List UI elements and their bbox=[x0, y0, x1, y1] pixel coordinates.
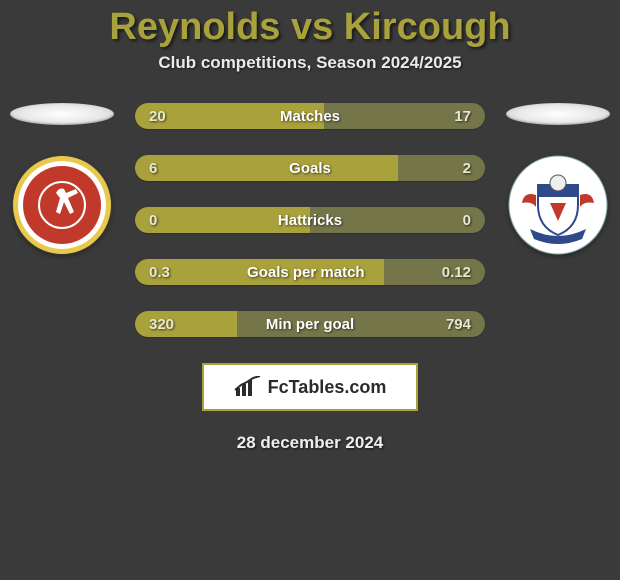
stat-right-value: 0.12 bbox=[442, 264, 471, 281]
right-side bbox=[503, 103, 613, 255]
stat-bar-labels: 20 Matches 17 bbox=[135, 103, 485, 129]
stat-right-value: 794 bbox=[446, 316, 471, 333]
stat-bar: 0 Hattricks 0 bbox=[135, 207, 485, 233]
stat-left-value: 0 bbox=[149, 212, 157, 229]
date-label: 28 december 2024 bbox=[0, 433, 620, 453]
stat-label: Goals bbox=[289, 160, 331, 177]
left-club-emblem bbox=[12, 155, 112, 255]
stat-bar-labels: 6 Goals 2 bbox=[135, 155, 485, 181]
subtitle: Club competitions, Season 2024/2025 bbox=[0, 53, 620, 73]
stat-bar: 6 Goals 2 bbox=[135, 155, 485, 181]
stat-label: Min per goal bbox=[266, 316, 354, 333]
stat-left-value: 0.3 bbox=[149, 264, 170, 281]
stat-bar: 20 Matches 17 bbox=[135, 103, 485, 129]
stat-bar-labels: 0.3 Goals per match 0.12 bbox=[135, 259, 485, 285]
stat-right-value: 2 bbox=[463, 160, 471, 177]
stat-right-value: 0 bbox=[463, 212, 471, 229]
stat-right-value: 17 bbox=[454, 108, 471, 125]
brand-chart-icon bbox=[234, 376, 262, 398]
stat-label: Hattricks bbox=[278, 212, 342, 229]
stat-left-value: 320 bbox=[149, 316, 174, 333]
stat-label: Goals per match bbox=[247, 264, 365, 281]
stats-bars: 20Matches176Goals20Hattricks00.3Goals pe… bbox=[135, 103, 485, 337]
stat-bar-labels: 320 Min per goal 794 bbox=[135, 311, 485, 337]
stat-bar-labels: 0 Hattricks 0 bbox=[135, 207, 485, 233]
left-side bbox=[7, 103, 117, 255]
brand-label: FcTables.com bbox=[268, 377, 387, 398]
stat-left-value: 6 bbox=[149, 160, 157, 177]
right-club-logo bbox=[508, 155, 608, 255]
stat-left-value: 20 bbox=[149, 108, 166, 125]
comparison-content: 20Matches176Goals20Hattricks00.3Goals pe… bbox=[0, 103, 620, 337]
stat-bar: 320 Min per goal 794 bbox=[135, 311, 485, 337]
stat-label: Matches bbox=[280, 108, 340, 125]
right-player-ellipse bbox=[506, 103, 610, 125]
left-player-ellipse bbox=[10, 103, 114, 125]
stat-bar: 0.3 Goals per match 0.12 bbox=[135, 259, 485, 285]
right-club-emblem bbox=[508, 155, 608, 255]
page-title: Reynolds vs Kircough bbox=[0, 0, 620, 53]
brand-box[interactable]: FcTables.com bbox=[202, 363, 418, 411]
left-club-logo bbox=[12, 155, 112, 255]
